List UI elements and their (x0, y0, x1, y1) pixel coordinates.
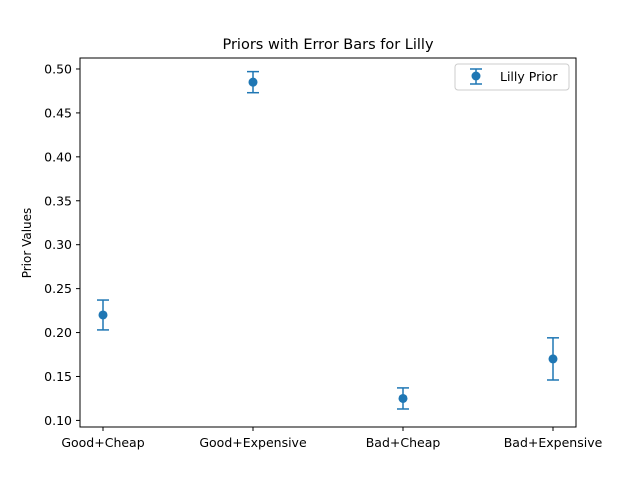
y-tick-label: 0.50 (44, 61, 72, 76)
data-point (398, 393, 408, 403)
y-tick-label: 0.35 (44, 193, 72, 208)
legend: Lilly Prior (454, 63, 570, 91)
x-tick-label: Bad+Cheap (366, 435, 441, 450)
y-tick-label: 0.25 (44, 281, 72, 296)
data-point (98, 310, 108, 320)
y-tick-label: 0.45 (44, 105, 72, 120)
y-tick-label: 0.10 (44, 413, 72, 428)
x-axis-ticks: Good+Cheap Good+Expensive Bad+Cheap Bad+Exp… (61, 427, 603, 450)
y-tick-label: 0.20 (44, 325, 72, 340)
plot-area-frame (79, 57, 577, 428)
y-tick-label: 0.15 (44, 369, 72, 384)
x-tick-label: Good+Expensive (199, 435, 307, 450)
y-tick-label: 0.30 (44, 237, 72, 252)
y-axis-ticks: 0.10 0.15 0.20 0.25 0.30 0.35 0.40 0.45 0.50 (44, 61, 80, 428)
data-points (98, 77, 558, 403)
x-tick-label: Bad+Expensive (504, 435, 603, 450)
legend-label: Lilly Prior (500, 69, 558, 84)
x-tick-label: Good+Cheap (61, 435, 144, 450)
data-point (248, 77, 258, 87)
legend-box (454, 63, 570, 91)
legend-marker (471, 71, 481, 81)
y-axis-label: Prior Values (20, 208, 34, 279)
chart-title: Priors with Error Bars for Lilly (222, 37, 433, 53)
y-tick-label: 0.40 (44, 149, 72, 164)
data-point (548, 354, 558, 364)
